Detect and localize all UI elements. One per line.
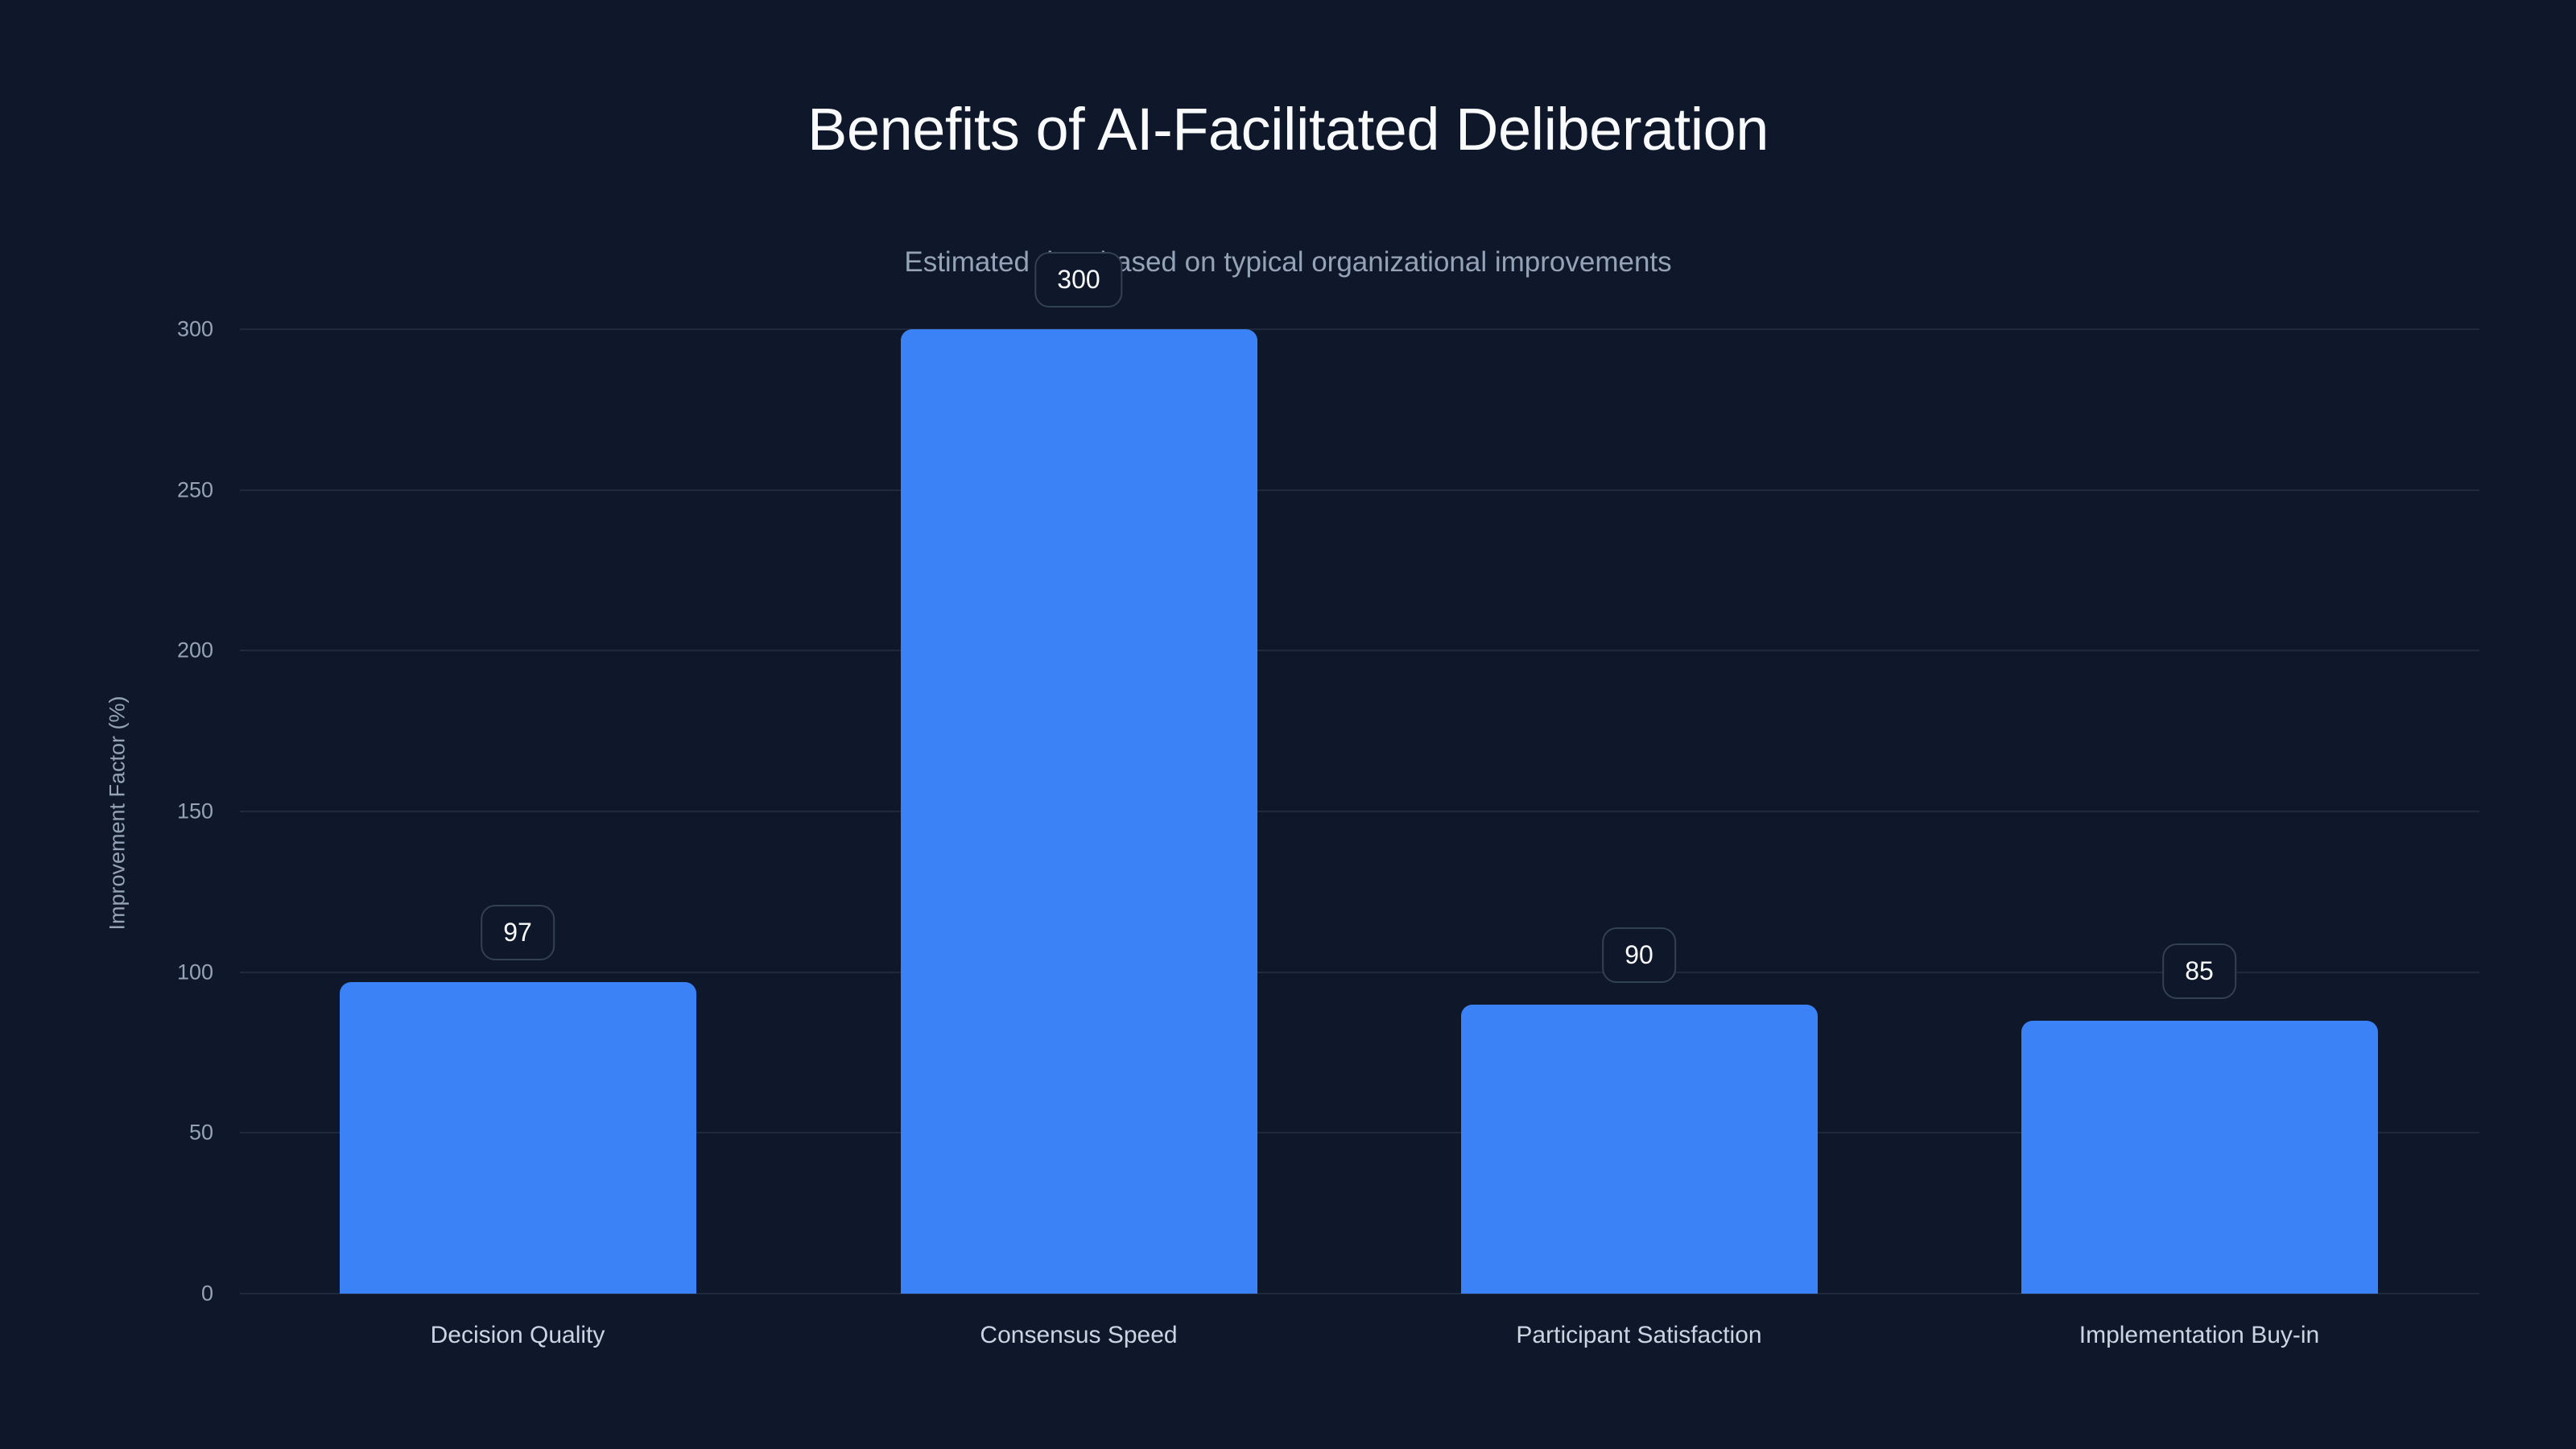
gridline: [240, 971, 2479, 973]
value-label: 85: [2162, 943, 2236, 999]
x-tick-label: Decision Quality: [430, 1322, 605, 1348]
y-tick-label: 150: [176, 799, 213, 824]
gridline: [240, 489, 2479, 491]
chart-subtitle: Estimated data based on typical organiza…: [904, 246, 1672, 278]
y-tick-label: 300: [176, 316, 213, 341]
gridline: [240, 1132, 2479, 1134]
y-tick-label: 200: [176, 638, 213, 663]
gridline: [240, 1293, 2479, 1294]
bar[interactable]: [340, 981, 696, 1294]
gridline: [240, 650, 2479, 652]
x-tick-label: Participant Satisfaction: [1516, 1322, 1762, 1348]
value-label: 97: [481, 904, 555, 960]
y-tick-label: 250: [176, 477, 213, 502]
gridline: [240, 328, 2479, 330]
x-tick-label: Consensus Speed: [980, 1322, 1178, 1348]
x-tick-label: Implementation Buy-in: [2079, 1322, 2320, 1348]
y-tick-label: 100: [176, 960, 213, 985]
bar[interactable]: [2021, 1020, 2378, 1294]
chart-title: Benefits of AI-Facilitated Deliberation: [807, 96, 1769, 163]
value-label: 300: [1034, 252, 1123, 308]
gridline: [240, 811, 2479, 812]
y-tick-label: 0: [200, 1281, 213, 1306]
bar[interactable]: [1461, 1004, 1818, 1294]
bar[interactable]: [901, 329, 1257, 1294]
value-label: 90: [1602, 927, 1676, 983]
y-tick-label: 50: [188, 1120, 213, 1145]
